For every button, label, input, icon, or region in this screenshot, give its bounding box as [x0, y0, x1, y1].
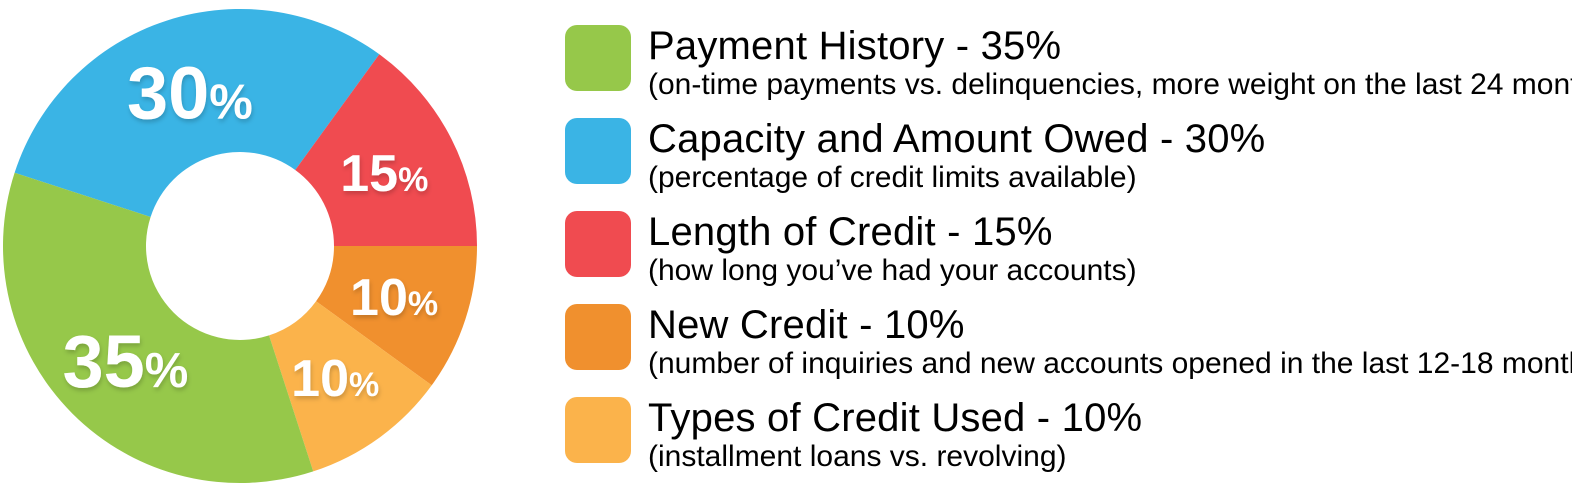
legend-subtitle-capacity-and-amount-owed: (percentage of credit limits available): [648, 161, 1137, 194]
pie-slice-capacity-and-amount-owed: [14, 8, 380, 217]
pie-slice-payment-history: [2, 172, 314, 484]
legend-swatch-yellow: [565, 397, 631, 463]
pie-slice-new-credit: [316, 246, 477, 386]
pie-slice-types-of-credit-used: [269, 301, 432, 472]
donut-slices: [2, 8, 477, 484]
legend-item-payment-history: Payment History - 35% (on-time payments …: [565, 25, 1572, 101]
legend-title-payment-history: Payment History - 35%: [648, 24, 1062, 68]
donut-slice-labels: 30% 15% 10% 10% 35%: [62, 52, 438, 408]
pie-slice-label-length-of-credit: 15%: [340, 145, 428, 203]
pie-slice-label-capacity-and-amount-owed: 30%: [127, 52, 253, 135]
legend-item-new-credit: New Credit - 10% (number of inquiries an…: [565, 304, 1572, 380]
legend-swatch-green: [565, 25, 631, 91]
pie-slice-length-of-credit: [295, 54, 477, 247]
legend-subtitle-payment-history: (on-time payments vs. delinquencies, mor…: [648, 68, 1572, 101]
legend-subtitle-length-of-credit: (how long you’ve had your accounts): [648, 254, 1137, 287]
legend-title-capacity-and-amount-owed: Capacity and Amount Owed - 30%: [648, 117, 1266, 161]
legend-swatch-red: [565, 211, 631, 277]
legend: Payment History - 35% (on-time payments …: [565, 25, 1572, 490]
pie-slice-label-types-of-credit-used: 10%: [291, 350, 379, 408]
pie-slice-label-payment-history: 35%: [62, 320, 188, 403]
legend-title-types-of-credit-used: Types of Credit Used - 10%: [648, 396, 1143, 440]
legend-subtitle-new-credit: (number of inquiries and new accounts op…: [648, 347, 1572, 380]
legend-subtitle-types-of-credit-used: (installment loans vs. revolving): [648, 440, 1067, 473]
legend-swatch-orange: [565, 304, 631, 370]
legend-item-types-of-credit-used: Types of Credit Used - 10% (installment …: [565, 397, 1565, 473]
legend-item-length-of-credit: Length of Credit - 15% (how long you’ve …: [565, 211, 1565, 287]
pie-slice-label-new-credit: 10%: [350, 269, 438, 327]
legend-title-length-of-credit: Length of Credit - 15%: [648, 210, 1053, 254]
legend-swatch-blue: [565, 118, 631, 184]
legend-title-new-credit: New Credit - 10%: [648, 303, 965, 347]
donut-chart-svg: 30% 15% 10% 10% 35%: [2, 8, 477, 484]
donut-chart: 30% 15% 10% 10% 35%: [0, 0, 500, 491]
legend-item-capacity-and-amount-owed: Capacity and Amount Owed - 30% (percenta…: [565, 118, 1565, 194]
